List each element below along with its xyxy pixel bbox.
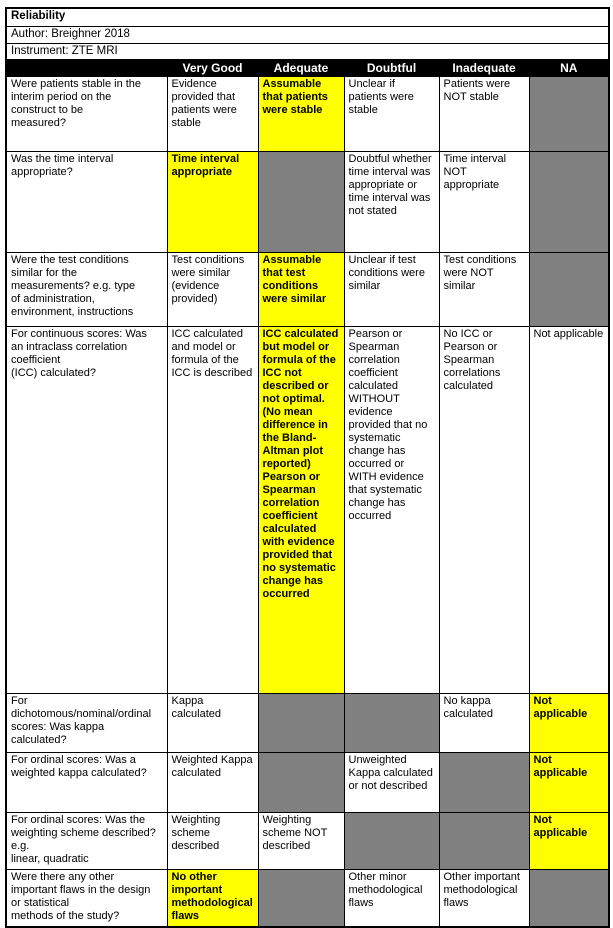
rating-cell-highlighted: Assumable that patients were stable: [257, 76, 345, 153]
rating-cell: Doubtful whether time interval was appro…: [343, 151, 440, 254]
rating-cell-shaded: [528, 252, 610, 328]
rating-cell: Unclear if patients were stable: [343, 76, 440, 153]
table-row: Were patients stable in the interim peri…: [5, 76, 610, 153]
rating-cell: Test conditions were similar (evidence p…: [166, 252, 259, 328]
column-header-very-good: Very Good: [166, 59, 259, 78]
question-cell: For dichotomous/nominal/ordinal scores: …: [5, 693, 168, 754]
rating-cell-shaded: [257, 693, 345, 754]
rating-cell-highlighted: Not applicable: [528, 752, 610, 814]
rating-cell-highlighted: No other important methodological flaws: [166, 869, 259, 928]
table-row: Reliability: [5, 7, 610, 27]
rating-cell-shaded: [257, 869, 345, 928]
table-row: Were there any other important flaws in …: [5, 869, 610, 928]
rating-cell: No ICC or Pearson or Spearman correlatio…: [438, 326, 530, 695]
rating-header-row: Very Good Adequate Doubtful Inadequate N…: [5, 59, 610, 78]
rating-cell-highlighted: ICC calculated but model or formula of t…: [257, 326, 345, 695]
rating-cell: Not applicable: [528, 326, 610, 695]
reliability-table: Reliability Author: Breighner 2018 Instr…: [5, 7, 611, 928]
rating-cell: Evidence provided that patients were sta…: [166, 76, 259, 153]
rating-cell: Other important methodological flaws: [438, 869, 530, 928]
rating-cell-shaded: [438, 812, 530, 871]
table-row: Author: Breighner 2018: [5, 25, 610, 44]
rating-cell-shaded: [528, 869, 610, 928]
author-line: Author: Breighner 2018: [5, 25, 610, 44]
rating-cell: Weighting scheme NOT described: [257, 812, 345, 871]
table-row: For ordinal scores: Was the weighting sc…: [5, 812, 610, 871]
rating-cell: No kappa calculated: [438, 693, 530, 754]
column-header-adequate: Adequate: [257, 59, 345, 78]
table-row: Were the test conditions similar for the…: [5, 252, 610, 328]
rating-cell: Unclear if test conditions were similar: [343, 252, 440, 328]
rating-cell-shaded: [343, 693, 440, 754]
question-cell: Was the time interval appropriate?: [5, 151, 168, 254]
rating-cell-shaded: [343, 812, 440, 871]
table-row: For continuous scores: Was an intraclass…: [5, 326, 610, 695]
rating-cell: ICC calculated and model or formula of t…: [166, 326, 259, 695]
section-title: Reliability: [5, 7, 610, 27]
rating-cell: Other minor methodological flaws: [343, 869, 440, 928]
question-cell: For ordinal scores: Was a weighted kappa…: [5, 752, 168, 814]
table-row: Instrument: ZTE MRI: [5, 42, 610, 61]
rating-cell: Unweighted Kappa calculated or not descr…: [343, 752, 440, 814]
rating-cell-highlighted: Not applicable: [528, 812, 610, 871]
column-header-empty: [5, 59, 168, 78]
rating-cell-shaded: [438, 752, 530, 814]
column-header-inadequate: Inadequate: [438, 59, 530, 78]
rating-cell-highlighted: Assumable that test conditions were simi…: [257, 252, 345, 328]
rating-cell: Kappa calculated: [166, 693, 259, 754]
question-cell: Were the test conditions similar for the…: [5, 252, 168, 328]
column-header-na: NA: [528, 59, 610, 78]
rating-cell-shaded: [257, 752, 345, 814]
rating-cell: Time interval NOT appropriate: [438, 151, 530, 254]
rating-cell-shaded: [528, 151, 610, 254]
table-row: For ordinal scores: Was a weighted kappa…: [5, 752, 610, 814]
question-cell: For continuous scores: Was an intraclass…: [5, 326, 168, 695]
table-row: Was the time interval appropriate? Time …: [5, 151, 610, 254]
rating-cell: Weighting scheme described: [166, 812, 259, 871]
rating-cell: Weighted Kappa calculated: [166, 752, 259, 814]
question-cell: For ordinal scores: Was the weighting sc…: [5, 812, 168, 871]
question-cell: Were there any other important flaws in …: [5, 869, 168, 928]
rating-cell-highlighted: Time interval appropriate: [166, 151, 259, 254]
rating-cell-shaded: [528, 76, 610, 153]
rating-cell: Pearson or Spearman correlation coeffici…: [343, 326, 440, 695]
rating-cell-shaded: [257, 151, 345, 254]
instrument-line: Instrument: ZTE MRI: [5, 42, 610, 61]
rating-cell: Test conditions were NOT similar: [438, 252, 530, 328]
rating-cell: Patients were NOT stable: [438, 76, 530, 153]
question-cell: Were patients stable in the interim peri…: [5, 76, 168, 153]
table-row: For dichotomous/nominal/ordinal scores: …: [5, 693, 610, 754]
rating-cell-highlighted: Not applicable: [528, 693, 610, 754]
column-header-doubtful: Doubtful: [343, 59, 440, 78]
